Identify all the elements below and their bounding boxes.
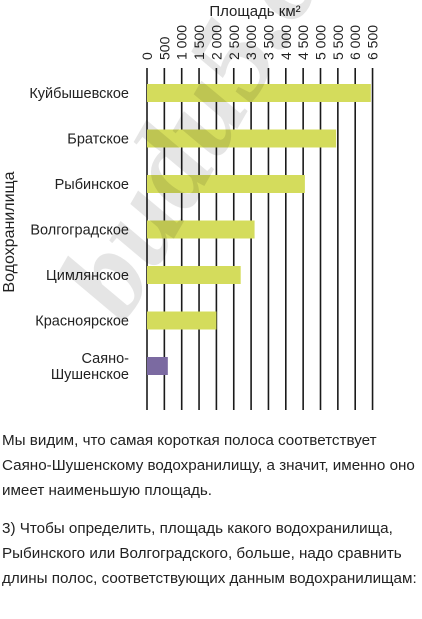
x-tick-label: 4 500 — [295, 25, 311, 60]
x-tick-label: 3 500 — [260, 25, 276, 60]
chart-title: Площадь км² — [209, 3, 300, 20]
category-label: Красноярское — [35, 314, 129, 330]
category-label: Саяно-Шушенское — [51, 351, 129, 383]
category-label: Цимлянское — [46, 268, 129, 284]
category-label: Волгоградское — [30, 223, 129, 239]
x-tick-label: 3 000 — [243, 25, 259, 60]
grid-lines — [146, 68, 374, 410]
bar — [147, 357, 168, 375]
x-tick-label: 4 000 — [278, 25, 294, 60]
x-tick-label: 1 000 — [174, 25, 190, 60]
bar — [147, 129, 337, 148]
explanation-paragraph: Мы видим, что самая короткая полоса соот… — [2, 432, 415, 499]
task-paragraph: 3) Чтобы определить, площадь какого водо… — [2, 520, 417, 587]
y-axis-label: Водохранилища — [1, 171, 18, 292]
x-tick-label: 6 000 — [347, 25, 363, 60]
x-tick-label: 6 500 — [365, 25, 381, 60]
x-tick-label: 5 500 — [330, 25, 346, 60]
bars — [147, 84, 371, 375]
bar — [147, 311, 217, 330]
x-tick-label: 5 000 — [313, 25, 329, 60]
category-labels: Куйбышевское Братское Рыбинское Волгоградск… — [29, 86, 129, 383]
x-tick-label: 2 500 — [226, 25, 242, 60]
x-tick-label: 0 — [139, 52, 155, 60]
bar-chart: Площадь км² Водохранилища 0 500 1 000 1 500… — [1, 3, 381, 410]
bar — [147, 220, 255, 239]
x-tick-label: 2 000 — [208, 25, 224, 60]
x-tick-label: 1 500 — [191, 25, 207, 60]
category-label: Рыбинское — [55, 177, 129, 193]
bar — [147, 175, 305, 193]
x-tick-labels: 0 500 1 000 1 500 2 000 2 500 3 000 3 500 4 000 4… — [139, 25, 381, 60]
bar — [147, 266, 241, 284]
bar — [147, 84, 371, 102]
x-tick-label: 500 — [156, 36, 172, 60]
category-label: Братское — [67, 132, 129, 148]
category-label: Куйбышевское — [29, 86, 129, 102]
